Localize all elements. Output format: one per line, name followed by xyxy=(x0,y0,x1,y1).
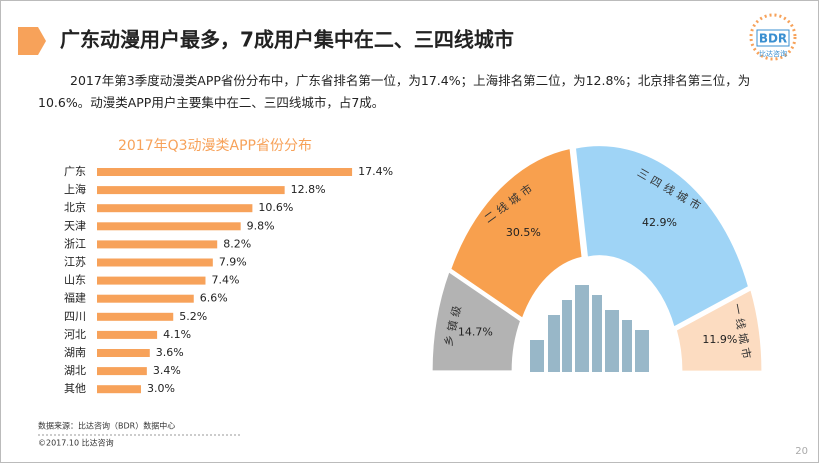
city-illustration xyxy=(530,285,649,372)
value-label: 6.6% xyxy=(200,292,228,305)
bar xyxy=(97,367,147,376)
donut-segment xyxy=(450,147,583,319)
value-label: 5.2% xyxy=(179,310,207,323)
value-label: 7.9% xyxy=(219,256,247,269)
value-label: 10.6% xyxy=(258,201,293,214)
category-label: 广东 xyxy=(64,165,86,178)
bar xyxy=(97,349,150,357)
value-label: 3.4% xyxy=(153,364,181,377)
bar xyxy=(97,168,353,176)
value-label: 17.4% xyxy=(358,165,393,178)
chart-title: 2017年Q3动漫类APP省份分布 xyxy=(118,138,312,154)
value-label: 8.2% xyxy=(223,237,251,250)
category-label: 浙江 xyxy=(64,237,86,250)
category-label: 湖北 xyxy=(64,364,86,377)
value-label: 12.8% xyxy=(291,183,326,196)
bar xyxy=(97,330,158,339)
logo-name: BDR xyxy=(759,32,787,46)
footer-copyright: ©2017.10 比达咨询 xyxy=(38,438,114,448)
category-label: 四川 xyxy=(64,310,86,323)
bar xyxy=(97,222,241,231)
value-label: 4.1% xyxy=(163,328,191,341)
header-title: 广东动漫用户最多，7成用户集中在二、三四线城市 xyxy=(60,28,514,52)
category-label: 江苏 xyxy=(64,256,86,269)
category-label: 河北 xyxy=(64,328,86,341)
donut-segment xyxy=(675,289,763,372)
bar xyxy=(97,258,213,267)
value-label: 9.8% xyxy=(247,219,275,232)
value-label: 11.9% xyxy=(702,333,737,346)
bar xyxy=(97,276,206,285)
category-label: 其他 xyxy=(64,382,86,395)
donut-segment xyxy=(431,271,522,372)
category-label: 山东 xyxy=(64,274,86,287)
bar xyxy=(97,312,174,321)
page-number: 20 xyxy=(795,446,808,457)
bar xyxy=(97,385,141,394)
category-label: 福建 xyxy=(64,291,86,305)
donut-segment xyxy=(574,145,750,328)
value-label: 42.9% xyxy=(642,216,677,229)
logo-box xyxy=(756,29,790,47)
bar xyxy=(97,240,218,249)
footer-source: 数据来源：比达咨询（BDR）数据中心 xyxy=(38,421,175,431)
value-label: 7.4% xyxy=(211,274,239,287)
bar xyxy=(97,186,285,195)
bar xyxy=(97,204,253,213)
bar xyxy=(97,294,194,303)
category-label: 北京 xyxy=(64,200,86,214)
value-label: 14.7% xyxy=(458,326,493,339)
logo-tagline: 比达咨询 xyxy=(759,49,787,58)
value-label: 3.6% xyxy=(156,346,184,359)
value-label: 30.5% xyxy=(506,226,541,239)
category-label: 湖南 xyxy=(64,346,86,359)
header-arrow xyxy=(18,27,46,55)
description: 2017年第3季度动漫类APP省份分布中，广东省排名第一位，为17.4%；上海排… xyxy=(38,73,751,110)
category-label: 上海 xyxy=(64,182,86,196)
logo-ring xyxy=(749,13,797,61)
category-label: 天津 xyxy=(64,219,86,232)
value-label: 3.0% xyxy=(147,382,175,395)
